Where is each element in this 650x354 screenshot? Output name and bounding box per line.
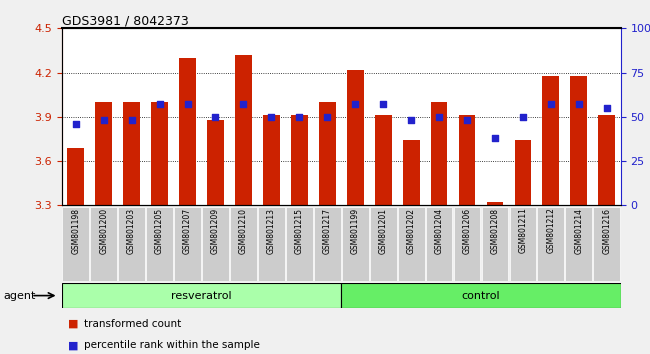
Point (574, 102, 584, 107)
FancyBboxPatch shape (62, 207, 89, 281)
Bar (179, 58, 196, 205)
FancyBboxPatch shape (174, 207, 201, 281)
Text: ■: ■ (68, 319, 79, 329)
Point (294, 114, 305, 120)
Bar (68, 148, 84, 205)
FancyBboxPatch shape (146, 207, 173, 281)
Bar (207, 120, 224, 205)
Text: GSM801208: GSM801208 (491, 207, 499, 253)
Text: GSM801209: GSM801209 (211, 207, 220, 254)
Text: control: control (462, 291, 501, 301)
Text: GSM801206: GSM801206 (463, 207, 471, 254)
Point (126, 118, 137, 123)
FancyBboxPatch shape (286, 207, 313, 281)
Bar (571, 75, 587, 205)
Text: GSM801214: GSM801214 (575, 207, 583, 253)
Text: GSM801212: GSM801212 (547, 207, 555, 253)
Bar (375, 115, 391, 205)
Bar (319, 102, 335, 205)
Point (182, 102, 193, 107)
Text: GSM801203: GSM801203 (127, 207, 136, 254)
Text: GSM801213: GSM801213 (267, 207, 276, 253)
FancyBboxPatch shape (62, 283, 341, 308)
Point (238, 102, 248, 107)
FancyBboxPatch shape (593, 207, 620, 281)
FancyBboxPatch shape (230, 207, 257, 281)
Point (266, 114, 277, 120)
Point (602, 105, 612, 111)
Text: transformed count: transformed count (84, 319, 182, 329)
Bar (459, 115, 475, 205)
FancyBboxPatch shape (398, 207, 424, 281)
Point (155, 102, 165, 107)
Text: GSM801205: GSM801205 (155, 207, 164, 254)
Bar (515, 141, 531, 205)
Bar (291, 115, 307, 205)
FancyBboxPatch shape (341, 283, 621, 308)
Bar (96, 102, 112, 205)
Text: resveratrol: resveratrol (171, 291, 232, 301)
Bar (403, 141, 419, 205)
FancyBboxPatch shape (314, 207, 341, 281)
Text: GSM801216: GSM801216 (603, 207, 611, 253)
Point (322, 114, 332, 120)
FancyBboxPatch shape (118, 207, 145, 281)
FancyBboxPatch shape (538, 207, 564, 281)
Point (350, 102, 360, 107)
FancyBboxPatch shape (566, 207, 592, 281)
Point (490, 135, 501, 141)
Text: agent: agent (3, 291, 36, 301)
Text: GSM801210: GSM801210 (239, 207, 248, 253)
Point (546, 102, 556, 107)
Text: GSM801207: GSM801207 (183, 207, 192, 254)
Text: GSM801217: GSM801217 (323, 207, 332, 253)
FancyBboxPatch shape (202, 207, 229, 281)
Text: GSM801201: GSM801201 (379, 207, 387, 253)
Bar (599, 115, 615, 205)
Point (518, 114, 528, 120)
Text: GSM801211: GSM801211 (519, 207, 527, 253)
FancyBboxPatch shape (342, 207, 369, 281)
Bar (263, 115, 280, 205)
Text: ■: ■ (68, 340, 79, 350)
Text: GSM801215: GSM801215 (295, 207, 304, 253)
FancyBboxPatch shape (510, 207, 536, 281)
Point (378, 102, 389, 107)
Point (99, 118, 109, 123)
Bar (151, 102, 168, 205)
Bar (487, 202, 503, 205)
Bar (235, 55, 252, 205)
Point (462, 118, 473, 123)
Bar (431, 102, 447, 205)
Text: GSM801200: GSM801200 (99, 207, 108, 254)
FancyBboxPatch shape (90, 207, 117, 281)
Text: GSM801204: GSM801204 (435, 207, 443, 254)
Bar (543, 75, 559, 205)
Point (211, 114, 221, 120)
FancyBboxPatch shape (482, 207, 508, 281)
Text: percentile rank within the sample: percentile rank within the sample (84, 340, 261, 350)
Bar (124, 102, 140, 205)
Point (70, 121, 81, 127)
Text: GSM801198: GSM801198 (72, 207, 80, 253)
Point (406, 118, 416, 123)
Text: GDS3981 / 8042373: GDS3981 / 8042373 (62, 14, 188, 27)
FancyBboxPatch shape (426, 207, 452, 281)
Bar (347, 70, 363, 205)
FancyBboxPatch shape (454, 207, 480, 281)
FancyBboxPatch shape (258, 207, 285, 281)
Point (434, 114, 445, 120)
Text: GSM801199: GSM801199 (351, 207, 359, 254)
FancyBboxPatch shape (370, 207, 396, 281)
Text: GSM801202: GSM801202 (407, 207, 415, 253)
